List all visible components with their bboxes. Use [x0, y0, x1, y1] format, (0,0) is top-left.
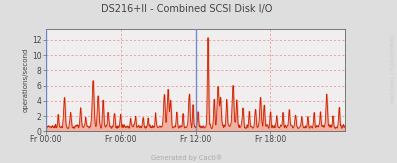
Text: RRDTOOL / TOBIOETIKER: RRDTOOL / TOBIOETIKER	[390, 35, 395, 102]
Text: Generated by Cacti®: Generated by Cacti®	[151, 155, 222, 161]
Y-axis label: operations/second: operations/second	[23, 48, 29, 112]
Text: DS216+II - Combined SCSI Disk I/O: DS216+II - Combined SCSI Disk I/O	[101, 4, 272, 14]
